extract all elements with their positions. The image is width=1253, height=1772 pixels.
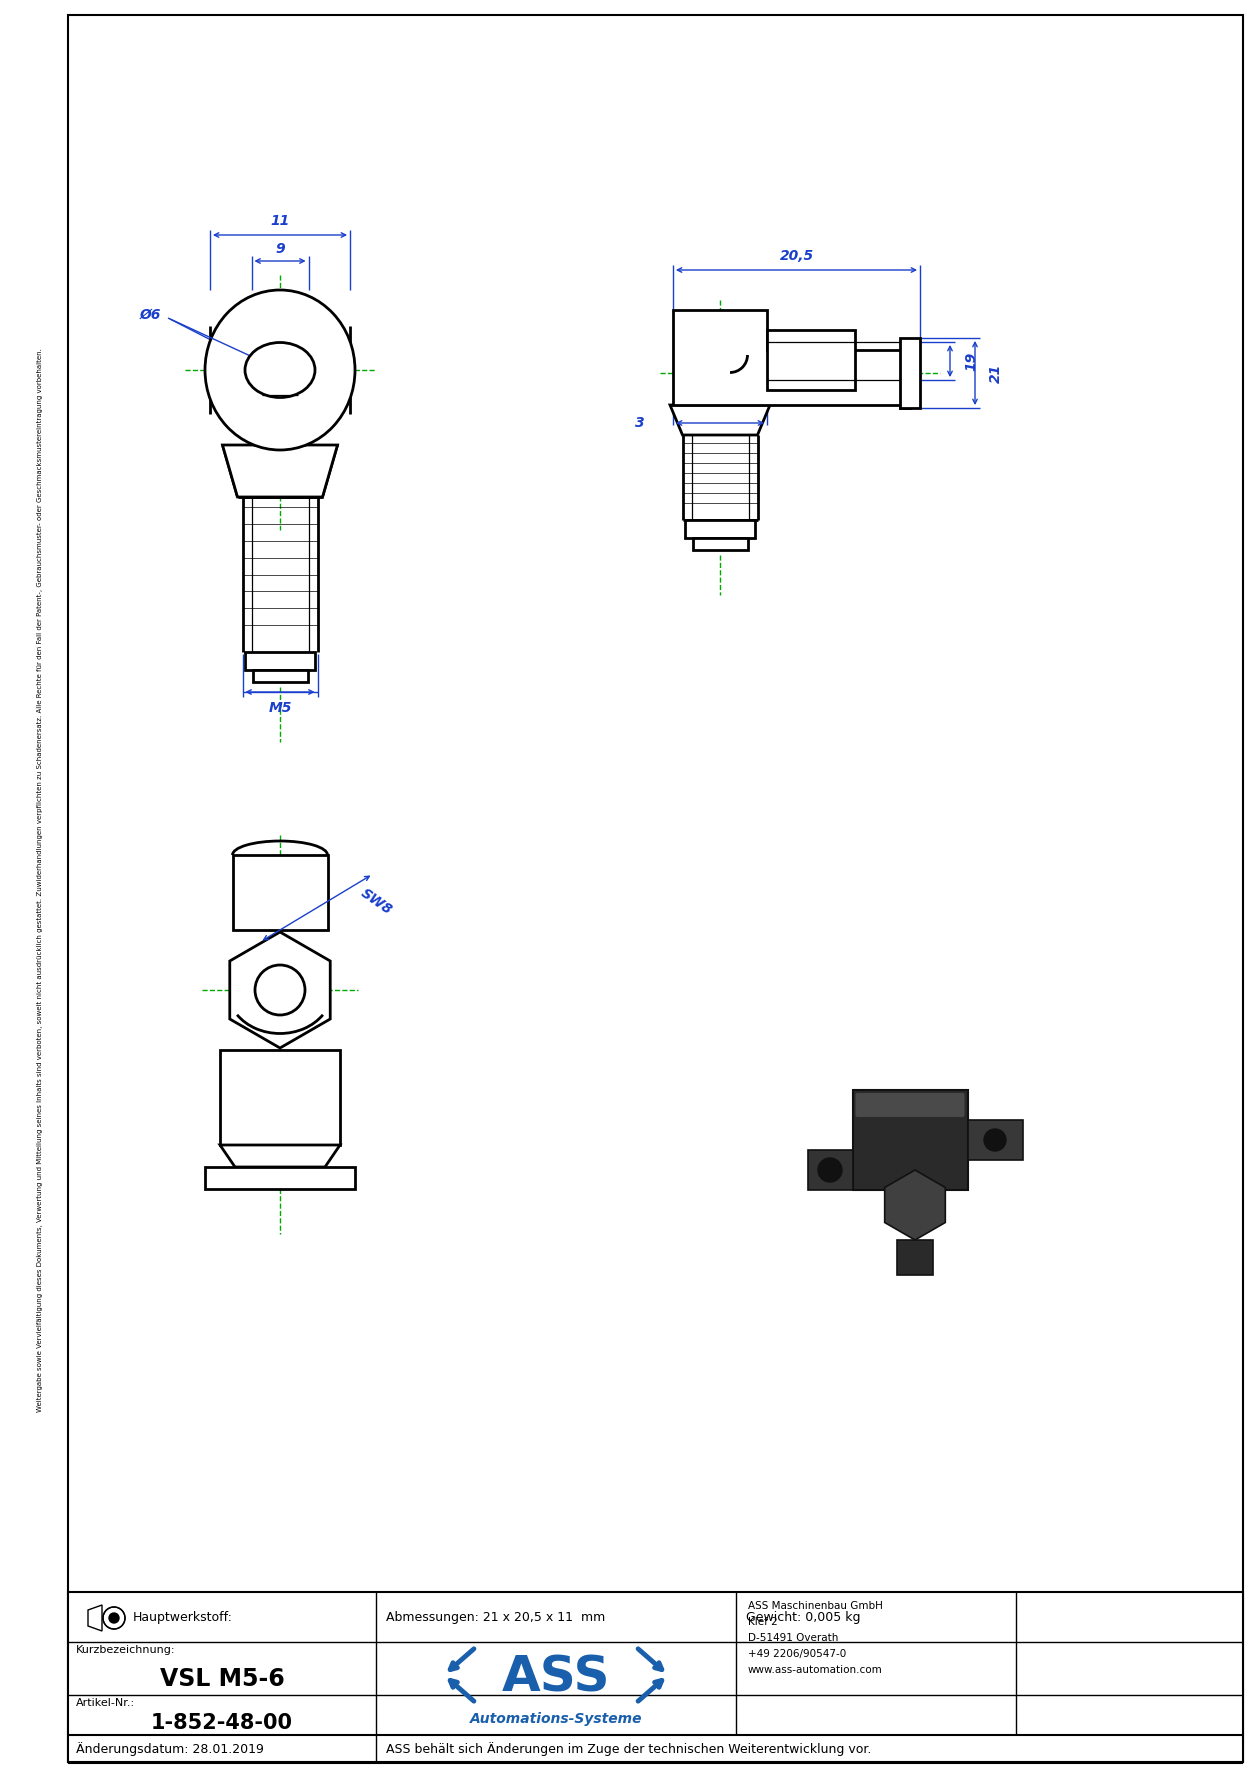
Text: VSL M5-6: VSL M5-6: [159, 1667, 284, 1690]
Polygon shape: [885, 1170, 945, 1240]
Text: 1-852-48-00: 1-852-48-00: [152, 1714, 293, 1733]
Bar: [967, 1120, 1022, 1161]
Polygon shape: [229, 932, 331, 1047]
Bar: [897, 1240, 933, 1276]
Text: ASS: ASS: [501, 1653, 610, 1701]
Text: Automations-Systeme: Automations-Systeme: [470, 1712, 643, 1726]
Text: SW8: SW8: [358, 886, 395, 918]
Text: 9: 9: [276, 243, 284, 255]
Bar: [852, 1090, 967, 1191]
Text: 11: 11: [271, 214, 289, 229]
Ellipse shape: [246, 342, 315, 397]
Text: +49 2206/90547-0: +49 2206/90547-0: [748, 1650, 846, 1659]
Bar: [693, 539, 748, 549]
Bar: [221, 1051, 340, 1145]
Bar: [205, 1168, 355, 1189]
Text: D-51491 Overath: D-51491 Overath: [748, 1634, 838, 1643]
Bar: [767, 330, 855, 390]
FancyBboxPatch shape: [804, 1047, 1035, 1233]
Text: Gewicht: 0,005 kg: Gewicht: 0,005 kg: [746, 1611, 861, 1625]
Ellipse shape: [205, 291, 355, 450]
Circle shape: [109, 1613, 119, 1623]
Bar: [900, 338, 920, 408]
Text: www.ass-automation.com: www.ass-automation.com: [748, 1666, 883, 1675]
Polygon shape: [670, 406, 771, 434]
Bar: [685, 519, 756, 539]
Text: Hauptwerkstoff:: Hauptwerkstoff:: [133, 1611, 233, 1625]
Text: Ø6: Ø6: [140, 308, 162, 323]
Circle shape: [984, 1129, 1006, 1152]
Text: Klef 2: Klef 2: [748, 1618, 778, 1627]
Text: 20,5: 20,5: [779, 250, 813, 262]
Text: Weitergabe sowie Vervielfältigung dieses Dokuments, Verwertung und Mitteilung se: Weitergabe sowie Vervielfältigung dieses…: [38, 347, 43, 1412]
Text: M5: M5: [268, 702, 292, 714]
Bar: [68, 1591, 1243, 1761]
Polygon shape: [88, 1605, 101, 1630]
Text: Abmessungen: 21 x 20,5 x 11  mm: Abmessungen: 21 x 20,5 x 11 mm: [386, 1611, 605, 1625]
Text: 19: 19: [964, 351, 979, 370]
Text: Kurzbezeichnung:: Kurzbezeichnung:: [76, 1644, 175, 1655]
Text: Artikel-Nr.:: Artikel-Nr.:: [76, 1698, 135, 1708]
Text: ASS behält sich Änderungen im Zuge der technischen Weiterentwicklung vor.: ASS behält sich Änderungen im Zuge der t…: [386, 1742, 871, 1756]
Circle shape: [818, 1157, 842, 1182]
Bar: [253, 670, 307, 682]
Circle shape: [256, 966, 304, 1015]
Bar: [807, 1150, 852, 1191]
FancyBboxPatch shape: [856, 1093, 965, 1116]
Bar: [233, 856, 327, 930]
Polygon shape: [673, 310, 910, 408]
Polygon shape: [223, 445, 337, 496]
Circle shape: [103, 1607, 125, 1628]
Text: ASS Maschinenbau GmbH: ASS Maschinenbau GmbH: [748, 1600, 883, 1611]
Polygon shape: [221, 1145, 340, 1168]
Text: Änderungsdatum: 28.01.2019: Änderungsdatum: 28.01.2019: [76, 1742, 264, 1756]
Text: 3: 3: [635, 416, 645, 431]
Text: 21: 21: [989, 363, 1002, 383]
Bar: [246, 652, 315, 670]
